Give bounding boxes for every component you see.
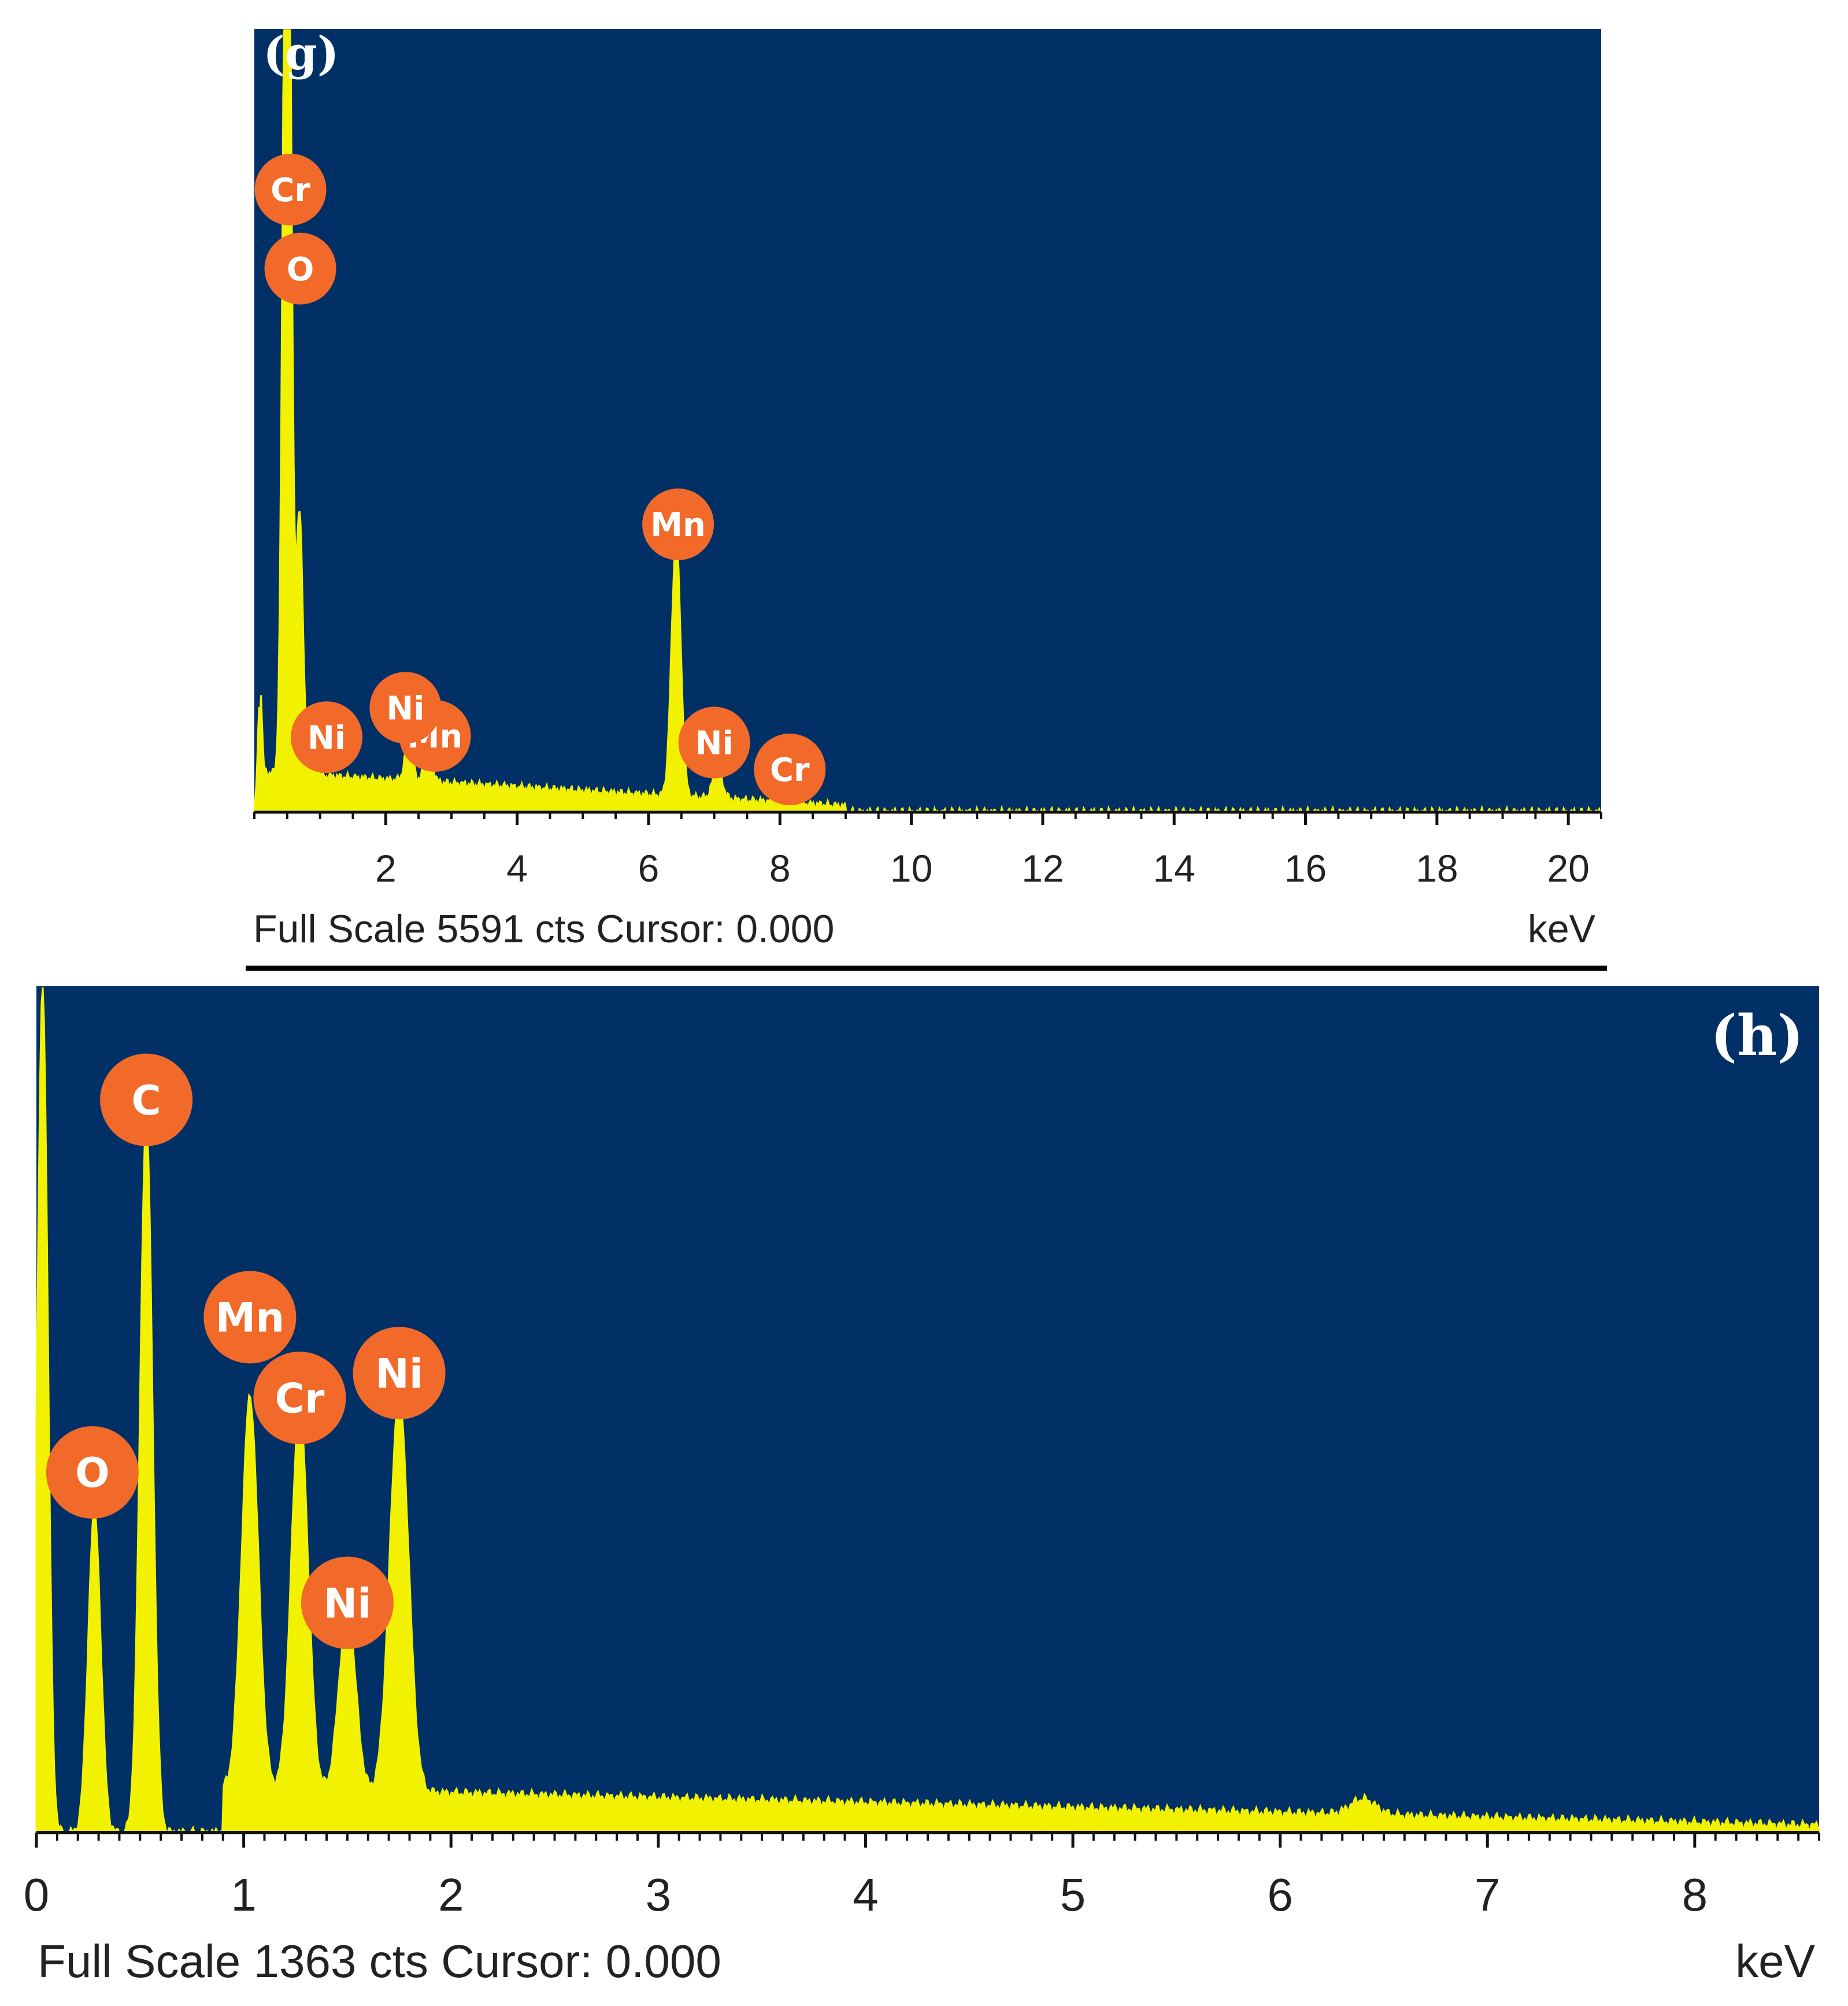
x-tick-label: 1 [231,1869,257,1920]
element-label-badge: Cr [754,733,826,805]
element-label-text: O [287,251,314,288]
element-label-badge: Ni [353,1327,446,1420]
x-tick-label: 8 [769,847,791,890]
spectrum-area-h [35,987,1820,1834]
x-tick-label: 4 [506,847,528,890]
x-tick-label: 8 [1682,1869,1708,1920]
footer-h: Full Scale 1363 cts Cursor: 0.000 [38,1935,721,1987]
element-label-badge: Mn [203,1271,297,1364]
element-label-text: Cr [275,1375,324,1422]
x-tick-label: 6 [638,847,660,890]
badge-circle [301,1556,394,1649]
badge-circle [100,1053,193,1146]
element-label-badge: Ni [678,706,750,779]
badge-circle [642,488,714,561]
element-label-badge: Cr [254,153,327,225]
element-label-badge: Cr [253,1352,346,1445]
element-label-text: Mn [650,506,706,544]
badge-circle [46,1426,139,1519]
element-label-text: Cr [271,172,310,209]
x-tick-label: 16 [1284,847,1327,890]
badge-circle [253,1352,346,1445]
element-label-text: Ni [324,1580,372,1627]
badge-circle [754,733,826,805]
plot-background-g [254,29,1601,812]
element-label-badge: O [264,232,336,305]
element-label-text: C [131,1077,161,1124]
x-tick-label: 2 [438,1869,464,1920]
element-label-text: Ni [386,690,424,727]
panel-label-g: (g) [263,26,339,80]
badge-circle [203,1271,297,1364]
x-tick-label: 10 [890,847,932,890]
x-tick-label: 20 [1547,847,1589,890]
element-label-text: Cr [770,752,810,789]
badge-circle [264,232,336,305]
footer-g: Full Scale 5591 cts Cursor: 0.000 [253,907,834,951]
element-label-badge: Mn [642,488,714,561]
element-label-badge: Ni [369,672,442,744]
element-label-text: Ni [695,725,734,763]
x-ticks-h: 0 1 2 3 4 5 6 7 8 [24,1833,1708,1920]
x-tick-label: 5 [1060,1869,1086,1920]
element-label-badge: C [100,1053,193,1146]
x-tick-label: 14 [1153,847,1195,890]
x-tick-label: 2 [375,847,397,890]
x-tick-label: 7 [1475,1869,1501,1920]
element-label-text: Ni [308,719,346,757]
badge-circle [678,706,750,779]
x-tick-label: 6 [1267,1869,1293,1920]
panel-label-h: (h) [1710,1003,1803,1068]
element-label-badge: Ni [291,701,363,773]
element-label-text: O [75,1449,110,1497]
element-label-badge: O [46,1426,139,1519]
badge-circle [291,701,363,773]
badge-circle [369,672,442,744]
x-ticks-g: 2 4 6 8 10 12 14 16 18 20 [375,812,1590,890]
badge-circle [353,1327,446,1420]
element-label-badge: Ni [301,1556,394,1649]
element-label-text: Ni [375,1350,423,1397]
x-tick-label: 12 [1021,847,1064,890]
element-labels-h: C O Mn Cr Ni Ni [46,1053,446,1649]
badge-circle [254,153,327,225]
x-tick-label: 4 [853,1869,879,1920]
x-axis-unit-g: keV [1528,907,1596,951]
x-tick-label: 3 [646,1869,672,1920]
spectrum-panel-h: 0 1 2 3 4 5 6 7 8 C O Mn Cr Ni Ni (h) Full Scale 1363… [24,986,1820,1987]
x-tick-label: 18 [1416,847,1458,890]
element-label-text: Mn [216,1294,285,1342]
x-tick-label: 0 [24,1869,50,1920]
x-axis-unit-h: keV [1735,1935,1815,1987]
